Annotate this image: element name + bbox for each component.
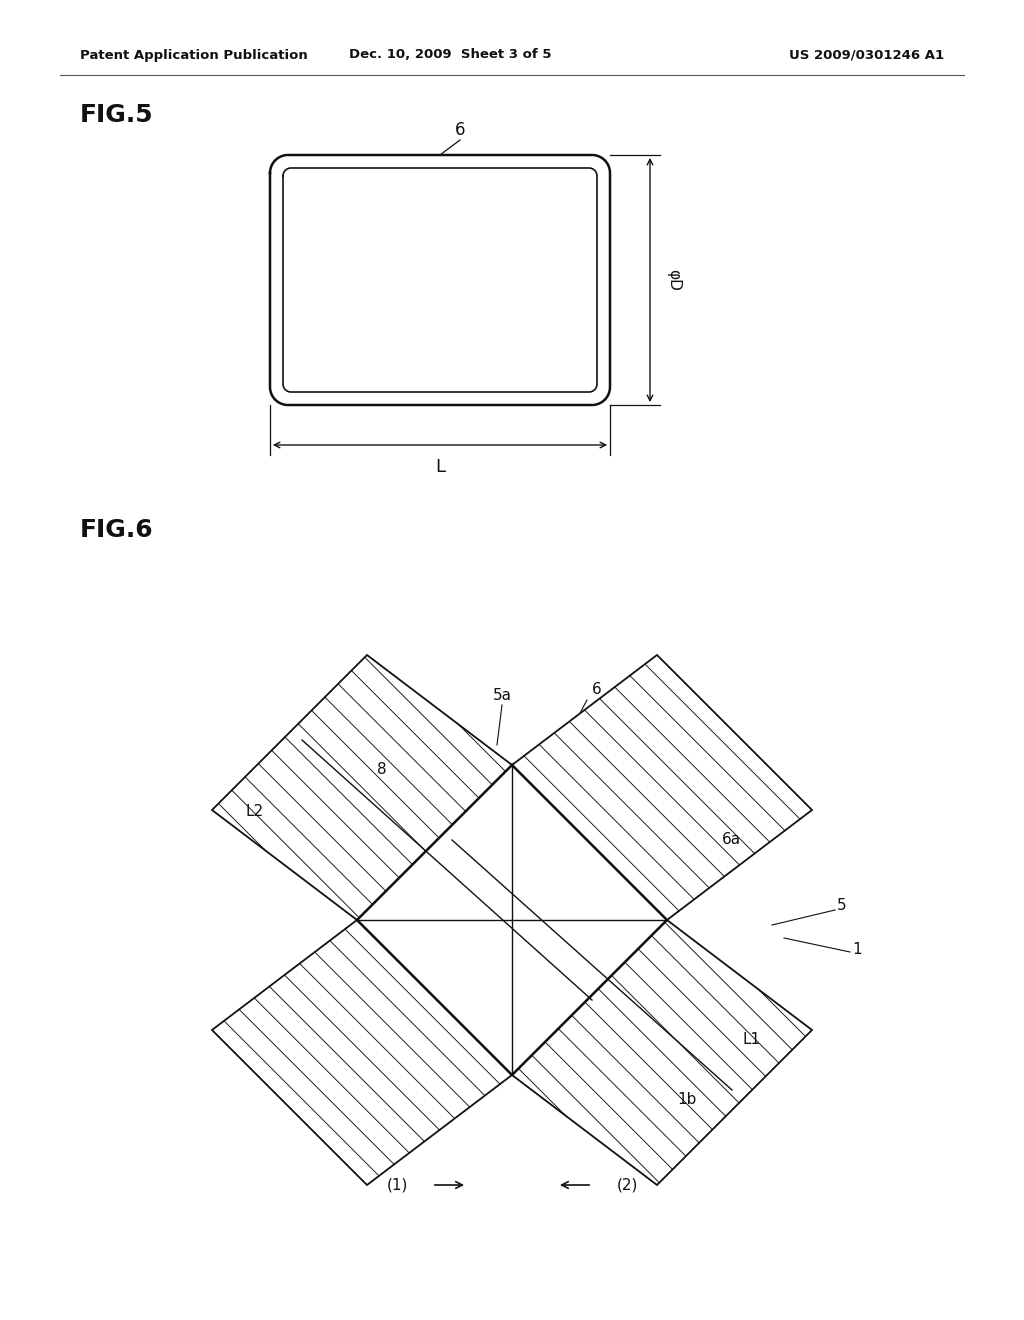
Polygon shape xyxy=(212,920,512,1185)
Text: FIG.5: FIG.5 xyxy=(80,103,154,127)
Text: (1): (1) xyxy=(386,1177,408,1192)
Text: US 2009/0301246 A1: US 2009/0301246 A1 xyxy=(788,49,944,62)
Text: L2: L2 xyxy=(246,804,264,820)
Polygon shape xyxy=(512,920,812,1185)
Text: 6: 6 xyxy=(592,682,602,697)
Text: L1: L1 xyxy=(742,1032,760,1048)
Text: L: L xyxy=(435,458,445,477)
Polygon shape xyxy=(512,655,812,920)
Text: 8: 8 xyxy=(377,763,387,777)
Text: 1b: 1b xyxy=(677,1093,696,1107)
Text: 5: 5 xyxy=(837,898,847,912)
Text: 6a: 6a xyxy=(722,833,741,847)
Text: FIG.6: FIG.6 xyxy=(80,517,154,543)
Text: 5a: 5a xyxy=(493,688,512,702)
Text: Patent Application Publication: Patent Application Publication xyxy=(80,49,308,62)
Text: (2): (2) xyxy=(616,1177,638,1192)
Text: 1: 1 xyxy=(852,942,861,957)
Text: 6: 6 xyxy=(455,121,465,139)
Polygon shape xyxy=(212,655,512,920)
Text: Dec. 10, 2009  Sheet 3 of 5: Dec. 10, 2009 Sheet 3 of 5 xyxy=(349,49,551,62)
Text: φD: φD xyxy=(666,269,681,290)
